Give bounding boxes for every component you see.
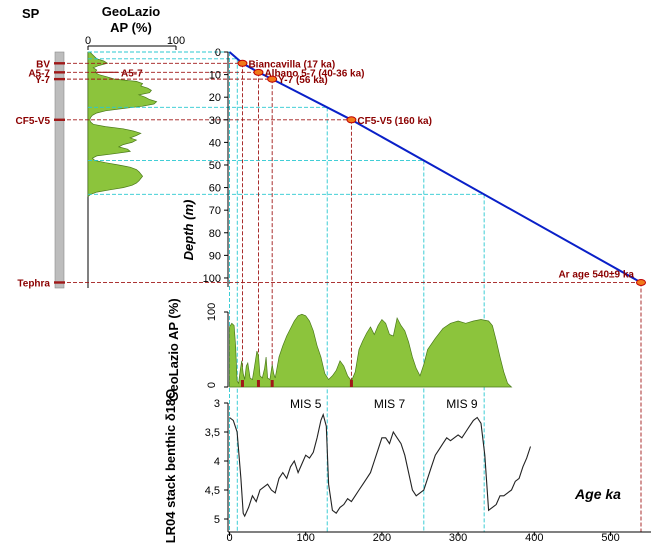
ap-depth-tick-label-100: 100	[167, 35, 185, 47]
depth-tick-label: 70	[209, 205, 221, 217]
core-column	[54, 51, 65, 289]
depth-axis-title: Depth (m)	[181, 200, 196, 261]
tephra-label: BV	[36, 59, 50, 70]
tephra-label: Y-7	[35, 75, 50, 86]
sp-header: SP	[22, 6, 40, 21]
depth-tick-label: 10	[209, 70, 221, 82]
tephra-label: A5-7	[28, 68, 50, 79]
core-tephra-band	[54, 281, 65, 284]
age-model-line	[228, 51, 642, 284]
ap-age-axis-title: GeoLazio AP (%)	[166, 298, 181, 401]
ap-age-tephra-mark	[270, 380, 274, 387]
depth-tick-label: 100	[203, 273, 221, 285]
ap-age-tick-label-0: 0	[206, 382, 218, 388]
tie-point-marker	[346, 116, 357, 124]
lr04-panel: LR04 stack benthic δ18O Age ka 3 3,5 4 4,5 5…	[163, 389, 651, 543]
tie-point-marker	[267, 75, 278, 83]
depth-tick-label: 90	[209, 250, 221, 262]
tie-point-marker	[253, 68, 264, 76]
ap-depth-area	[87, 51, 158, 197]
lr04-y-tick-label: 4,5	[205, 485, 220, 497]
lr04-y-tick-label: 3,5	[205, 427, 220, 439]
age-tick-label: 0	[226, 532, 232, 543]
core-tephra-layers	[54, 62, 65, 284]
tie-point-label: CF5-V5 (160 ka)	[357, 116, 431, 127]
core-tephra-band	[54, 71, 65, 74]
depth-tick-label: 20	[209, 92, 221, 104]
ap-age-panel: 100 0 GeoLazio AP (%)	[166, 298, 513, 402]
mis-label: MIS 9	[446, 397, 478, 411]
age-tick-label: 500	[601, 532, 619, 543]
ap-depth-tick-label-0: 0	[85, 35, 91, 47]
tie-point-label: Y-7 (56 ka)	[278, 75, 327, 86]
ap-age-tephra-mark	[349, 380, 353, 387]
age-tick-label: 200	[373, 532, 391, 543]
age-depth-model: Biancavilla (17 ka)Albano 5-7 (40-36 ka)…	[228, 51, 646, 286]
mis-label: MIS 7	[374, 397, 406, 411]
depth-tick-label: 80	[209, 228, 221, 240]
lr04-y-tick-label: 5	[214, 514, 220, 526]
age-tick-label: 400	[525, 532, 543, 543]
depth-axis: Depth (m) 0 10 20 30 40 50 60 70 80 90 100	[181, 47, 229, 287]
ap-age-tick-label-100: 100	[206, 303, 218, 321]
core-tephra-band	[54, 62, 65, 65]
core-inline-label: A5-7	[121, 68, 143, 79]
lr04-y-tick-label: 4	[214, 456, 220, 468]
core-tephra-band	[54, 77, 65, 81]
depth-tick-label: 0	[215, 47, 221, 59]
geolazio-header-line2: AP (%)	[110, 20, 152, 35]
depth-tick-label: 50	[209, 160, 221, 172]
tie-point-marker	[237, 59, 248, 67]
tephra-label: CF5-V5	[16, 116, 51, 127]
depth-tick-label: 40	[209, 137, 221, 149]
ap-depth-panel: 0 100	[85, 35, 185, 288]
age-tick-label: 300	[449, 532, 467, 543]
age-axis-title: Age ka	[574, 486, 621, 502]
tephra-label: Tephra	[17, 278, 50, 289]
mis-label: MIS 5	[290, 397, 322, 411]
guide-lines	[88, 51, 485, 532]
tie-point-marker	[636, 278, 646, 286]
lr04-line	[229, 412, 532, 518]
lr04-axis-title: LR04 stack benthic δ18O	[163, 389, 178, 543]
lr04-y-tick-label: 3	[214, 398, 220, 410]
tie-point-label: Biancavilla (17 ka)	[248, 59, 335, 70]
depth-tick-label: 30	[209, 115, 221, 127]
ap-age-tephra-mark	[256, 380, 260, 387]
tephra-dashed-lines	[55, 62, 642, 532]
age-tick-label: 100	[297, 532, 315, 543]
depth-tick-label: 60	[209, 183, 221, 195]
tie-point-label: Albano 5-7 (40-36 ka)	[264, 68, 364, 79]
core-tephra-band	[54, 118, 65, 121]
tie-point-label: Ar age 540±9 ka	[558, 269, 634, 280]
ap-age-tephra-mark	[240, 380, 244, 387]
ap-age-area	[229, 313, 513, 388]
geolazio-header-line1: GeoLazio	[102, 4, 161, 19]
